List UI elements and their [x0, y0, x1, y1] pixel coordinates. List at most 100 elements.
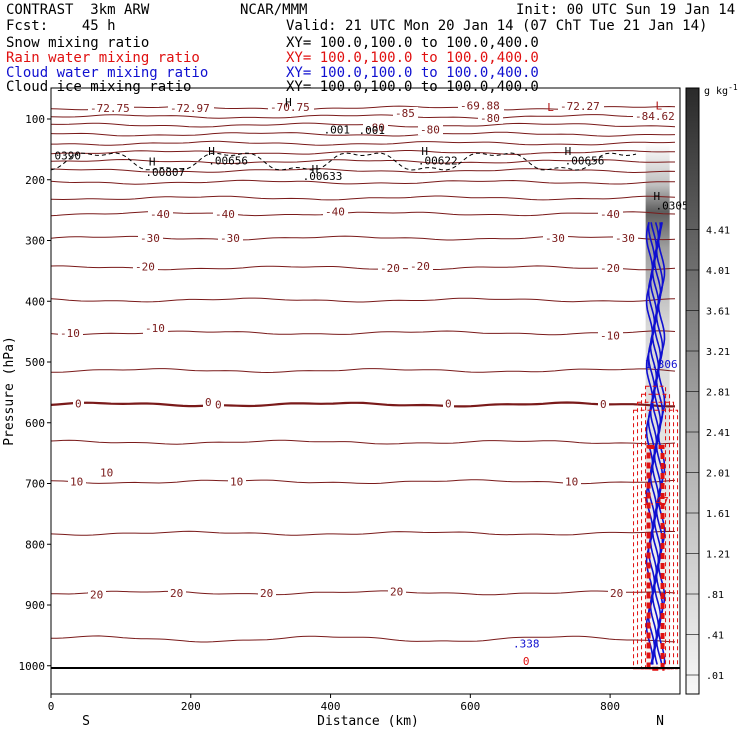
temperature-label-bg — [133, 260, 158, 273]
temperature-label-bg — [598, 329, 623, 342]
field-cloud-water-xy: XY= 100.0,100.0 to 100.0,400.0 — [286, 65, 539, 81]
colorbar-tick-label: 4.01 — [706, 266, 730, 277]
field-cloud-water-name: Cloud water mixing ratio — [6, 65, 209, 81]
extremum-marker: H — [421, 145, 428, 158]
snow-shading — [645, 143, 670, 669]
temperature-contour-label: -85 — [395, 107, 415, 120]
temperature-label-bg — [88, 588, 106, 601]
y-tick-label: 400 — [25, 295, 45, 308]
temperature-contour — [51, 530, 676, 536]
temperature-contour-label: -84.62 — [635, 110, 675, 123]
cloud-ice-value-label: .0305 — [656, 199, 689, 212]
temperature-label-bg — [633, 109, 679, 122]
colorbar-tick-label: 2.81 — [706, 388, 730, 399]
extremum-marker: L — [547, 101, 554, 114]
temperature-contour-label: 20 — [390, 586, 403, 599]
field-cloud-ice-xy: XY= 100.0,100.0 to 100.0,400.0 — [286, 79, 539, 95]
rain-water-contour — [637, 401, 675, 670]
temperature-label-bg — [213, 398, 224, 411]
temperature-contour-label: 20 — [610, 587, 623, 600]
temperature-contour — [51, 105, 676, 111]
temperature-contour — [51, 401, 675, 408]
field-rain-xy: XY= 100.0,100.0 to 100.0,400.0 — [286, 50, 539, 66]
cloud-water-contour — [647, 222, 656, 665]
temperature-contour-label: -30 — [615, 232, 635, 245]
temperature-contour-label: -70.75 — [270, 101, 310, 114]
temperature-contour-label: 0 — [445, 397, 452, 410]
x-tick-label: 600 — [460, 700, 480, 713]
temperature-label-bg — [443, 397, 454, 410]
cloud-ice-value-label: .00633 — [303, 170, 343, 183]
temperature-label-bg — [418, 123, 443, 136]
cloud-ice-value-label: .001 — [359, 124, 386, 137]
cloud-water-contour — [651, 222, 660, 665]
x-axis-label: Distance (km) — [317, 714, 419, 729]
colorbar — [685, 87, 700, 695]
colorbar-tick-label: .41 — [706, 631, 724, 642]
temperature-contour-label: -30 — [220, 232, 240, 245]
temperature-contour-label: -10 — [600, 329, 620, 342]
temperature-contour-label: -30 — [140, 232, 160, 245]
temperature-contour-label: -20 — [135, 261, 155, 274]
temperature-label-bg — [408, 260, 433, 273]
temperature-contour — [51, 439, 676, 445]
temperature-contour — [51, 114, 676, 120]
extremum-marker: H — [653, 190, 660, 203]
field-snow-xy: XY= 100.0,100.0 to 100.0,400.0 — [286, 35, 539, 51]
temperature-label-bg — [228, 475, 246, 488]
y-tick-label: 900 — [25, 599, 45, 612]
rain-water-contour — [633, 409, 679, 670]
colorbar-unit: g kg-1 — [704, 83, 738, 97]
field-rain-name: Rain water mixing ratio — [6, 50, 200, 66]
temperature-label-bg — [458, 99, 504, 112]
temperature-label-bg — [148, 207, 173, 220]
x-tick-label: 400 — [321, 700, 341, 713]
colorbar-tick-label: .81 — [706, 590, 724, 601]
temperature-contour-label: -10 — [145, 322, 165, 335]
temperature-contour-label: -72.97 — [170, 102, 210, 115]
cloud-water-contour — [645, 222, 654, 665]
colorbar-tick-label: 1.61 — [706, 509, 730, 520]
y-axis-label: Pressure (hPa) — [2, 336, 17, 446]
y-tick-label: 100 — [25, 113, 45, 126]
temperature-contour — [51, 297, 676, 303]
temperature-contour — [51, 265, 676, 271]
temperature-label-bg — [168, 102, 214, 115]
temperature-contour-label: -80 — [480, 112, 500, 125]
temperature-label-bg — [73, 397, 84, 410]
rain-water-contour — [641, 393, 671, 670]
temperature-contour-label: 20 — [90, 589, 103, 602]
temperature-label-bg — [268, 100, 314, 113]
temperature-label-bg — [58, 326, 83, 339]
temperature-label-bg — [213, 207, 238, 220]
temperature-contour-label: 0 — [215, 399, 222, 412]
temperature-label-bg — [168, 586, 186, 599]
cloud-ice-value-label: .00656 — [208, 154, 248, 167]
cloud-water-low-label: .338 — [513, 638, 540, 651]
temperature-contour — [51, 211, 676, 217]
temperature-contour-label: -30 — [545, 232, 565, 245]
temperature-label-bg — [388, 585, 406, 598]
temperature-label-bg — [613, 232, 638, 245]
temperature-contour-label: 10 — [230, 476, 243, 489]
temperature-contour — [51, 149, 676, 155]
temperature-label-bg — [393, 106, 418, 119]
y-tick-label: 300 — [25, 235, 45, 248]
temperature-contour-label: -20 — [380, 262, 400, 275]
y-tick-label: 1000 — [19, 660, 46, 673]
temperature-contour-label: -40 — [325, 205, 345, 218]
colorbar-tick-label: 3.21 — [706, 347, 730, 358]
temperature-contour — [51, 368, 676, 374]
temperature-label-bg — [68, 475, 86, 488]
temperature-contour-label: 10 — [70, 476, 83, 489]
temperature-contour — [51, 179, 676, 185]
colorbar-tick-label: 2.01 — [706, 469, 730, 480]
temperature-label-bg — [378, 261, 403, 274]
cloud-water-contour — [649, 222, 658, 665]
cloud-water-contour — [655, 222, 664, 665]
temperature-contour-label: -40 — [215, 208, 235, 221]
extremum-marker: H — [208, 145, 215, 158]
temperature-contour — [51, 122, 676, 128]
temperature-contour-label: -72.75 — [90, 102, 130, 115]
y-tick-label: 500 — [25, 356, 45, 369]
